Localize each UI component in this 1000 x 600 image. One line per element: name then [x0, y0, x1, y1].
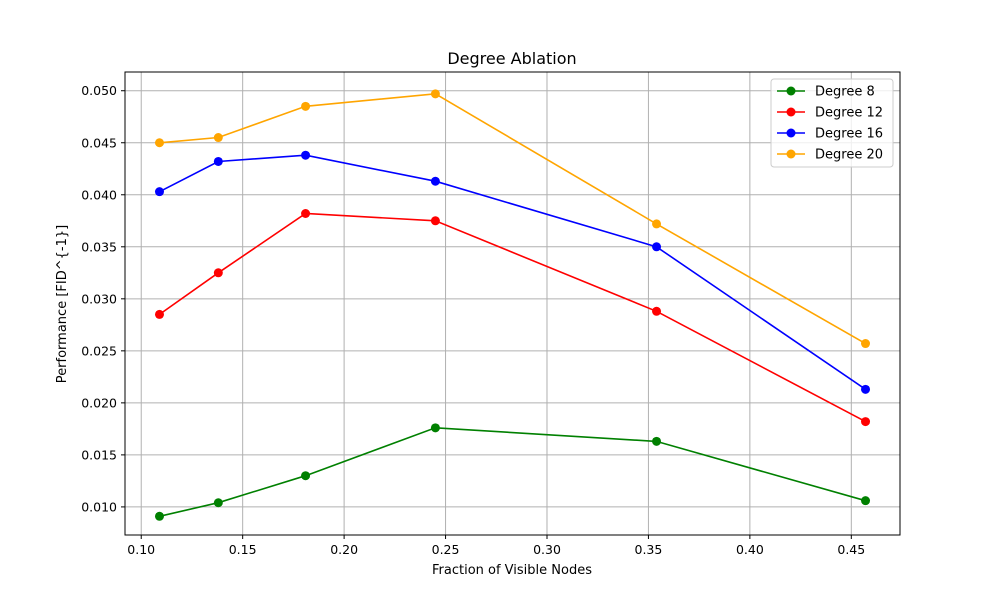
x-tick-label: 0.30	[533, 542, 561, 557]
y-axis-label: Performance [FID^{-1}]	[55, 225, 70, 383]
legend-label: Degree 8	[815, 85, 875, 100]
series-degree-12	[154, 209, 871, 427]
y-tick-label: 0.050	[81, 83, 117, 98]
y-tick-label: 0.030	[81, 291, 117, 306]
x-tick-label: 0.35	[635, 542, 663, 557]
legend: Degree 8 Degree 12 Degree 16 Degree 20	[770, 78, 894, 168]
series-line-degree-16	[159, 154, 866, 390]
y-tick-label: 0.010	[81, 499, 117, 514]
x-tick-label: 0.40	[736, 542, 764, 557]
y-tick-label: 0.025	[81, 343, 117, 358]
series-layer	[154, 89, 871, 521]
data-point-degree-8	[861, 496, 871, 506]
data-point-degree-16	[861, 384, 871, 394]
legend-entry-degree-12: Degree 12	[777, 106, 883, 121]
legend-marker	[786, 149, 796, 159]
data-point-degree-12	[154, 309, 164, 319]
data-point-degree-16	[154, 187, 164, 197]
legend-marker	[786, 86, 796, 96]
x-tick-label: 0.10	[127, 542, 155, 557]
legend-marker	[786, 128, 796, 138]
data-point-degree-20	[301, 101, 311, 111]
data-point-degree-12	[301, 209, 311, 219]
legend-entry-degree-16: Degree 16	[777, 127, 883, 142]
y-tick-label: 0.045	[81, 135, 117, 150]
x-tick-label: 0.20	[330, 542, 358, 557]
data-point-degree-16	[301, 150, 311, 160]
data-point-degree-12	[861, 417, 871, 427]
legend-entry-degree-8: Degree 8	[777, 85, 875, 100]
x-tick-label: 0.45	[837, 542, 865, 557]
y-tick-label: 0.015	[81, 447, 117, 462]
data-point-degree-16	[652, 242, 662, 252]
axis-ticks: 0.10 0.15 0.20 0.25 0.30 0.35 0.40 0.45 0.010 0.0…	[81, 83, 865, 557]
series-degree-16	[154, 150, 871, 394]
data-point-degree-20	[213, 133, 223, 143]
legend-label: Degree 16	[815, 127, 883, 142]
legend-marker	[786, 107, 796, 117]
data-point-degree-12	[430, 216, 440, 226]
series-line-degree-12	[159, 212, 866, 423]
data-point-degree-8	[213, 498, 223, 508]
series-degree-20	[154, 89, 871, 349]
x-axis-label: Fraction of Visible Nodes	[432, 563, 592, 578]
series-degree-8	[154, 423, 871, 521]
data-point-degree-16	[213, 156, 223, 166]
legend-label: Degree 20	[815, 148, 883, 163]
x-tick-label: 0.25	[432, 542, 460, 557]
series-line-degree-20	[159, 92, 866, 345]
data-point-degree-8	[154, 511, 164, 521]
data-point-degree-16	[430, 176, 440, 186]
plot-frame	[124, 71, 901, 536]
data-point-degree-8	[652, 436, 662, 446]
data-point-degree-20	[430, 89, 440, 99]
data-point-degree-12	[652, 306, 662, 316]
data-point-degree-20	[652, 219, 662, 229]
data-point-degree-20	[154, 138, 164, 148]
grid	[125, 72, 900, 535]
data-point-degree-20	[861, 339, 871, 349]
legend-entry-degree-20: Degree 20	[777, 148, 883, 163]
legend-box	[770, 78, 894, 168]
chart-title: Degree Ablation	[447, 49, 576, 68]
y-tick-label: 0.040	[81, 187, 117, 202]
legend-label: Degree 12	[815, 106, 883, 121]
series-line-degree-8	[159, 426, 866, 518]
data-point-degree-12	[213, 268, 223, 278]
y-tick-label: 0.035	[81, 239, 117, 254]
x-tick-label: 0.15	[229, 542, 257, 557]
y-tick-label: 0.020	[81, 395, 117, 410]
data-point-degree-8	[301, 471, 311, 481]
data-point-degree-8	[430, 423, 440, 433]
